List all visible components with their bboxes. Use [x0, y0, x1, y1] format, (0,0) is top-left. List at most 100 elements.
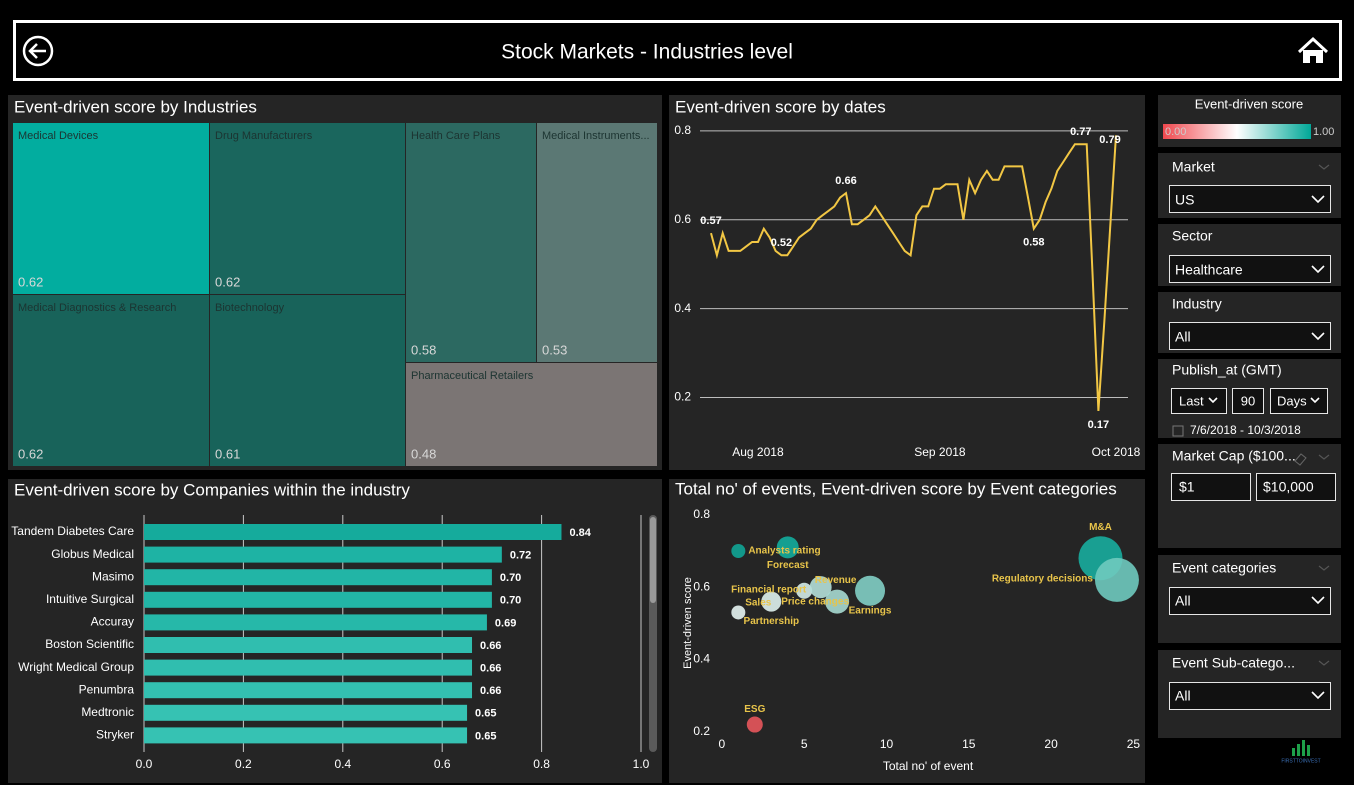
- chevron: [1311, 265, 1325, 274]
- data-label: 0.66: [480, 685, 501, 697]
- bubble: [809, 576, 832, 599]
- y-tick-label: 0.6: [674, 212, 691, 226]
- chevron: [1310, 397, 1320, 404]
- filter-label: Publish_at (GMT): [1172, 362, 1282, 378]
- text-input[interactable]: [1256, 473, 1336, 501]
- x-tick-label: 10: [880, 737, 894, 751]
- y-tick-label: Accuray: [91, 615, 134, 629]
- point-label: Regulatory decisions: [992, 574, 1094, 585]
- data-label: 0.65: [475, 708, 496, 720]
- bar: [144, 727, 468, 744]
- filter-label: Sector: [1172, 228, 1213, 244]
- x-tick-label: 0.4: [334, 757, 351, 771]
- tile-label: Health Care Plans: [411, 130, 501, 142]
- dropdown[interactable]: [1169, 682, 1331, 710]
- filter-label: Market Cap ($100...: [1172, 448, 1296, 464]
- point-label: Sales: [745, 597, 772, 608]
- x-tick-label: 0.2: [235, 757, 252, 771]
- filter-label: Industry: [1172, 296, 1222, 312]
- treemap-tile: [406, 363, 657, 466]
- dropdown-value: Days: [1277, 393, 1307, 408]
- y-tick-label: 0.2: [674, 390, 691, 404]
- y-tick-label: 0.4: [693, 652, 710, 666]
- tile-label: Medical Diagnostics & Research: [18, 302, 176, 314]
- dropdown-value: All: [1175, 688, 1191, 704]
- y-axis-label: Event-driven score: [682, 577, 694, 669]
- bar: [144, 524, 562, 540]
- data-label: 0.66: [480, 663, 501, 675]
- chart-title: Event-driven score by Industries: [14, 97, 257, 116]
- date-range: 7/6/2018 - 10/3/2018: [1190, 423, 1301, 437]
- chart-title: Total no' of events, Event-driven score …: [675, 479, 1117, 498]
- line-panel: [669, 95, 1145, 470]
- data-label: 0.57: [700, 215, 721, 227]
- line-series: [710, 135, 1117, 411]
- dropdown-value: Last: [1179, 393, 1204, 408]
- point-label: Forecast: [767, 560, 809, 571]
- data-label: 0.65: [475, 730, 496, 742]
- chart-title: Event-driven score by dates: [675, 97, 886, 116]
- data-label: 0.69: [495, 617, 516, 629]
- x-tick-label: 20: [1044, 737, 1058, 751]
- x-tick-label: 25: [1127, 737, 1141, 751]
- calendar-icon: [1172, 425, 1184, 437]
- tile-value: 0.62: [215, 274, 240, 289]
- bar: [144, 569, 492, 586]
- filter-label: Event categories: [1172, 560, 1276, 576]
- chevron: [1318, 454, 1330, 460]
- y-tick-label: 0.8: [674, 123, 691, 137]
- point-label: ESG: [744, 704, 765, 715]
- dropdown[interactable]: [1169, 322, 1331, 350]
- treemap-tile: [210, 295, 405, 466]
- data-label: 0.70: [500, 572, 521, 584]
- dropdown[interactable]: [1169, 185, 1331, 213]
- data-label: 0.79: [1099, 134, 1120, 146]
- treemap-tile: [13, 123, 209, 294]
- point-label: Financial report: [731, 584, 807, 595]
- logo-icon: [1292, 740, 1310, 756]
- bar: [144, 591, 492, 608]
- point-label: Revenue: [815, 575, 857, 586]
- dropdown-value: All: [1175, 593, 1191, 609]
- bubble: [731, 544, 746, 558]
- y-tick-label: Tandem Diabetes Care: [11, 524, 134, 538]
- dropdown[interactable]: [1169, 255, 1331, 283]
- y-tick-label: Masimo: [92, 569, 134, 583]
- bubble: [731, 605, 746, 620]
- dropdown[interactable]: [1169, 587, 1331, 615]
- tile-value: 0.61: [215, 446, 240, 461]
- eraser-icon[interactable]: [1294, 453, 1307, 466]
- scrollbar-thumb[interactable]: [650, 517, 656, 603]
- x-tick-label: 15: [962, 737, 976, 751]
- tile-value: 0.58: [411, 342, 436, 357]
- header-bar: [13, 20, 1342, 81]
- filter-label: Market: [1172, 159, 1215, 175]
- tile-label: Medical Devices: [18, 130, 99, 142]
- text-input[interactable]: [1171, 473, 1251, 501]
- treemap-tile: [13, 295, 209, 466]
- x-tick-label: Oct 2018: [1092, 445, 1141, 459]
- chevron: [1311, 691, 1325, 700]
- home-button[interactable]: [1297, 36, 1329, 63]
- data-label: 0.66: [835, 175, 856, 187]
- y-tick-label: Boston Scientific: [45, 637, 134, 651]
- treemap-tile: [537, 123, 657, 362]
- point-label: M&A: [1089, 522, 1112, 533]
- x-tick-label: 0.0: [136, 757, 153, 771]
- point-label: Earnings: [849, 605, 892, 616]
- dropdown[interactable]: [1270, 388, 1328, 414]
- dropdown[interactable]: [1171, 388, 1227, 414]
- text-input[interactable]: [1232, 388, 1264, 414]
- point-label: Price changes: [781, 596, 849, 607]
- tile-value: 0.53: [542, 342, 567, 357]
- x-axis-label: Total no' of event: [883, 759, 974, 773]
- page-title: Stock Markets - Industries level: [501, 41, 793, 64]
- bar: [144, 614, 487, 631]
- chevron: [1311, 596, 1325, 605]
- legend-max: 1.00: [1313, 126, 1334, 138]
- back-button[interactable]: [22, 35, 54, 67]
- input-value: 90: [1241, 393, 1255, 408]
- bar: [144, 637, 473, 653]
